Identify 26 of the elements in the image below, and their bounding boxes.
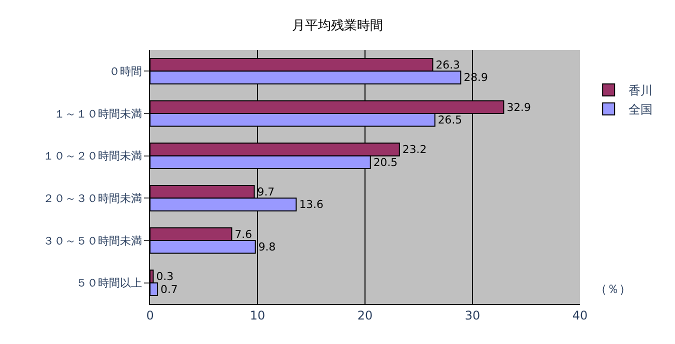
y-tick-label: １～１０時間未満 [54,106,142,122]
data-label: 9.8 [258,240,276,254]
x-tick-label: 40 [572,308,588,322]
data-label: 26.5 [438,113,462,126]
data-label: 23.2 [402,143,427,156]
text: （％） [595,280,631,297]
legend-label: 香川 [628,82,653,99]
data-label: 0.7 [160,282,178,296]
y-tick-label: ０時間 [108,64,142,80]
y-tick-label: ２０～３０時間未満 [42,191,142,206]
x-tick-label: 20 [357,308,373,322]
data-label: 26.3 [436,58,460,72]
data-label: 7.6 [234,228,252,241]
chart-title: 月平均残業時間 [292,16,383,34]
x-tick-label: 0 [146,308,154,322]
y-tick-label: １０～２０時間未満 [42,148,142,164]
x-tick-label: 30 [464,308,480,322]
legend-label: 全国 [628,100,653,118]
data-label: 20.5 [373,156,398,169]
data-label: 0.3 [156,270,174,284]
y-tick-label: ５０時間以上 [76,276,142,291]
data-label: 13.6 [299,198,324,212]
x-tick-label: 10 [250,308,266,322]
y-tick-label: ３０～５０時間未満 [42,233,142,248]
data-label: 32.9 [506,100,531,114]
data-label: 9.7 [257,185,275,198]
